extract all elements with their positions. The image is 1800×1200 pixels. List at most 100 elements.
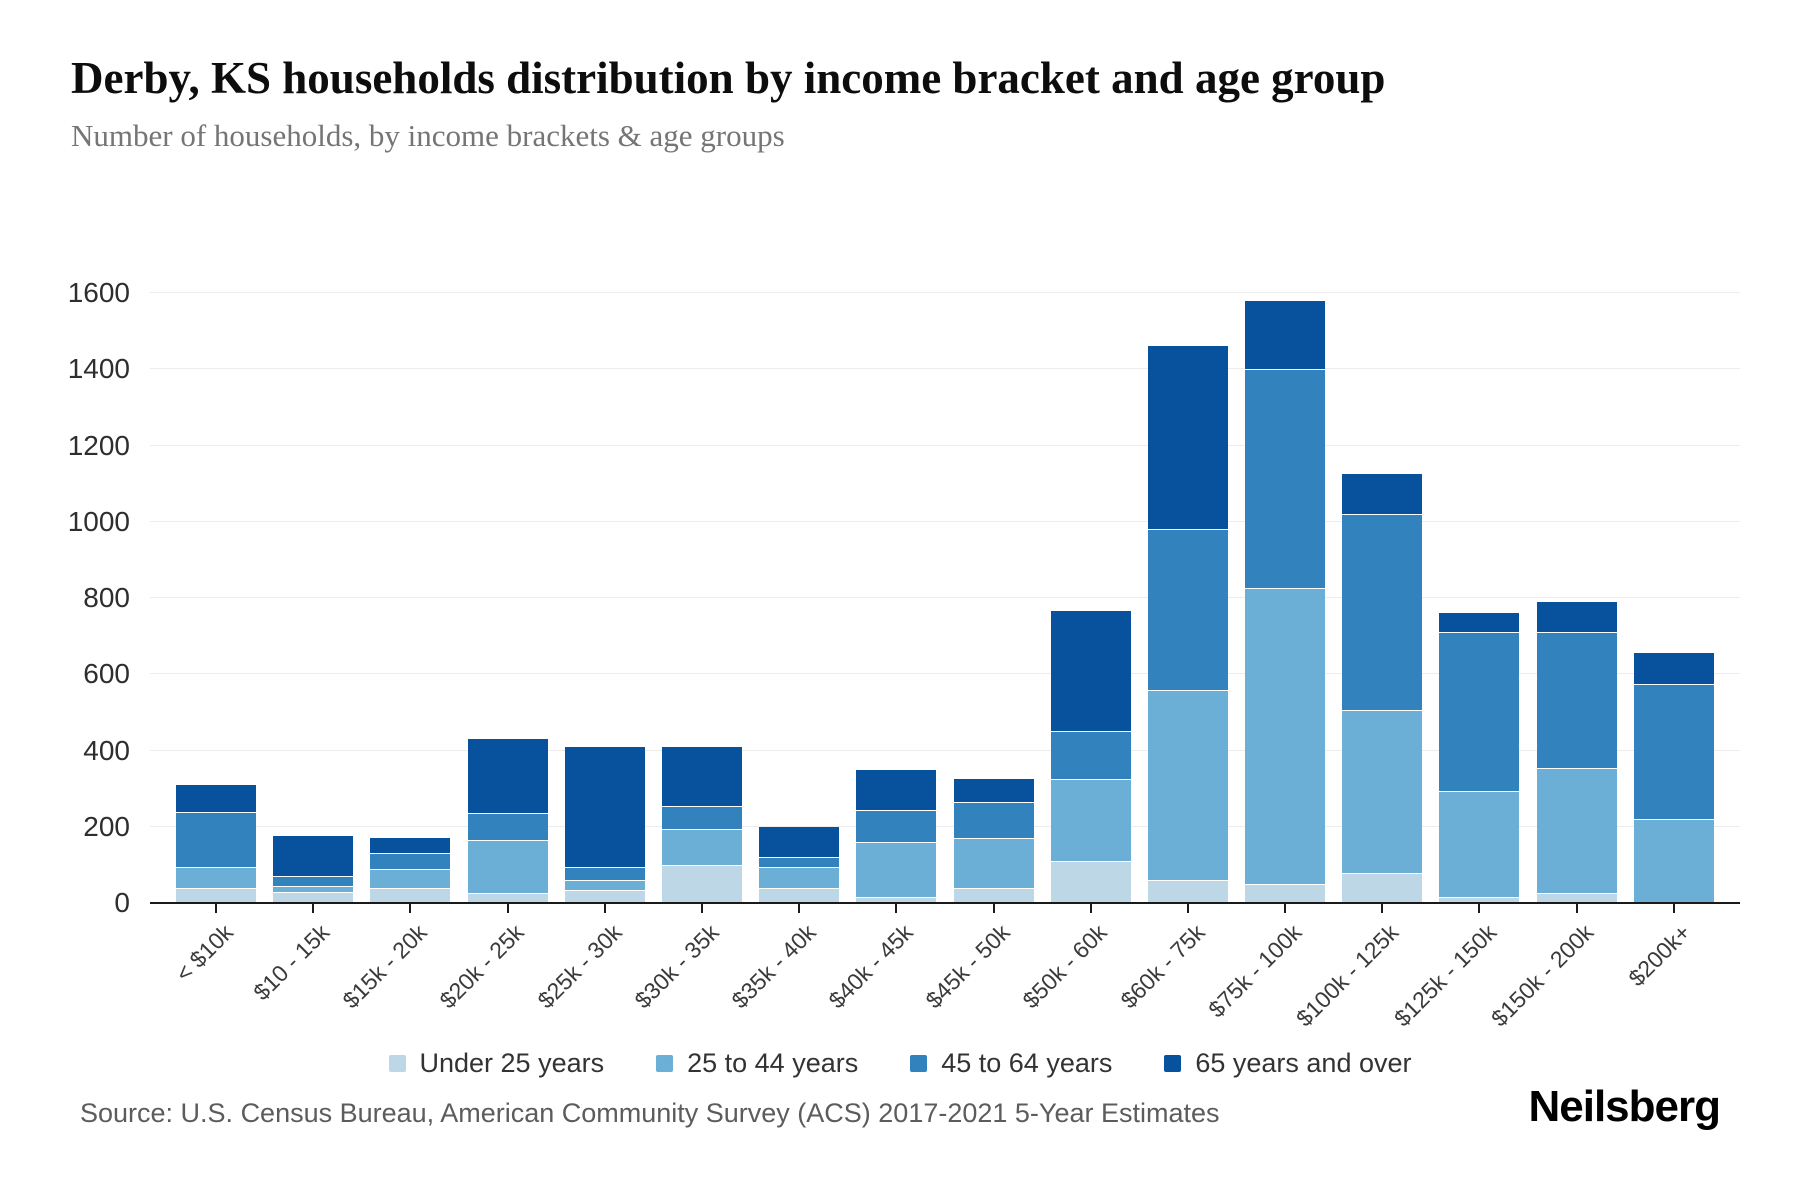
segment-65-years-and-over <box>273 836 354 877</box>
segment-45-to-64-years <box>467 813 548 841</box>
segment-under-25-years <box>759 887 840 903</box>
segment-25-to-44-years <box>370 868 451 888</box>
segment-25-to-44-years <box>1536 767 1617 894</box>
bar-125k-150k: $125k - 150k <box>1389 250 1520 1031</box>
segment-under-25-years <box>1536 893 1617 903</box>
gridline-1600 <box>150 292 1740 293</box>
x-tick-label: < $10k <box>169 919 238 987</box>
x-tick <box>1284 904 1287 913</box>
bar-15k-20k: $15k - 20k <box>338 250 451 1013</box>
bar-100k-125k: $100k - 125k <box>1291 250 1423 1031</box>
segment-25-to-44-years <box>1633 819 1714 903</box>
segment-25-to-44-years <box>661 828 742 865</box>
x-tick-label: $125k - 150k <box>1388 919 1502 1032</box>
y-tick-label: 800 <box>83 582 130 613</box>
x-tick <box>506 904 509 913</box>
segment-25-to-44-years <box>953 838 1034 888</box>
legend-item-65-years-and-over: 65 years and over <box>1164 1048 1412 1079</box>
bar-50k-60k: $50k - 60k <box>1018 250 1131 1013</box>
segment-25-to-44-years <box>856 842 937 898</box>
segment-under-25-years <box>953 887 1034 903</box>
x-tick-label: $200k+ <box>1623 919 1696 992</box>
x-tick-label: $20k - 25k <box>434 919 530 1014</box>
legend-swatch <box>1164 1055 1182 1072</box>
segment-under-25-years <box>661 864 742 903</box>
x-tick <box>1381 904 1384 913</box>
legend-item-45-to-64-years: 45 to 64 years <box>910 1048 1112 1079</box>
segment-65-years-and-over <box>1050 611 1131 732</box>
x-tick <box>409 904 412 913</box>
x-tick <box>215 904 217 913</box>
segment-65-years-and-over <box>370 838 451 854</box>
segment-65-years-and-over <box>1633 653 1714 684</box>
gridline-600 <box>150 673 1740 675</box>
segment-45-to-64-years <box>564 866 645 881</box>
segment-25-to-44-years <box>1147 689 1228 881</box>
gridline-1400 <box>150 368 1740 370</box>
x-tick-label: $45k - 50k <box>920 919 1016 1014</box>
x-tick <box>895 904 898 913</box>
x-tick-label: $50k - 60k <box>1017 919 1113 1014</box>
segment-45-to-64-years <box>1633 683 1714 820</box>
x-tick-label: $75k - 100k <box>1203 919 1307 1023</box>
segment-25-to-44-years <box>1245 588 1326 884</box>
segment-65-years-and-over <box>1147 346 1228 530</box>
segment-25-to-44-years <box>1342 710 1423 873</box>
segment-45-to-64-years <box>856 809 937 842</box>
segment-65-years-and-over <box>176 784 256 812</box>
x-tick-label: $40k - 45k <box>823 919 918 1014</box>
segment-65-years-and-over <box>1439 613 1520 633</box>
segment-45-to-64-years <box>273 876 354 886</box>
legend-swatch <box>388 1055 406 1072</box>
gridline-400 <box>150 749 1740 751</box>
x-tick-label: $60k - 75k <box>1115 919 1210 1014</box>
segment-under-25-years <box>1245 883 1326 903</box>
bars-container: < $10k $10 - 15k $15k - 20k $20k - 25k $25k … <box>150 250 1740 1031</box>
bar-10-15k: $10 - 15k <box>249 250 354 1005</box>
y-tick-label: 1400 <box>67 353 130 385</box>
segment-25-to-44-years <box>176 866 256 888</box>
segment-65-years-and-over <box>1245 300 1326 370</box>
legend-item-25-to-44-years: 25 to 44 years <box>656 1048 858 1079</box>
bar-30k-35k: $30k - 35k <box>629 250 742 1013</box>
plot-area: 0 200 400 600 800 1000 1200 1400 1600 < $10k $10 … <box>68 250 1740 1031</box>
bar-20k-25k: $20k - 25k <box>435 250 548 1013</box>
segment-45-to-64-years <box>1147 529 1228 690</box>
segment-65-years-and-over <box>1342 474 1423 515</box>
x-tick-label: $25k - 30k <box>532 919 627 1014</box>
bar-45k-50k: $45k - 50k <box>921 250 1034 1013</box>
segment-45-to-64-years <box>176 811 256 867</box>
gridline-800 <box>150 597 1740 598</box>
segment-under-25-years <box>467 893 548 903</box>
y-tick-label: 200 <box>83 810 130 842</box>
x-tick <box>1575 904 1578 913</box>
legend: Under 25 years 25 to 44 years 45 to 64 yea… <box>80 1048 1720 1079</box>
segment-65-years-and-over <box>661 746 742 806</box>
segment-under-25-years <box>856 897 937 903</box>
y-tick-label: 1000 <box>67 505 130 537</box>
x-tick-label: $15k - 20k <box>337 919 432 1014</box>
bar-25k-30k: $25k - 30k <box>532 250 645 1013</box>
bar-200k: $200k+ <box>1623 250 1714 991</box>
x-tick-label: $30k - 35k <box>629 919 724 1014</box>
y-tick-label: 1600 <box>67 277 130 308</box>
x-tick <box>1089 904 1092 913</box>
segment-25-to-44-years <box>564 880 645 890</box>
gridline-1200 <box>150 444 1740 446</box>
gridline-200 <box>150 825 1740 827</box>
bar-150k-200k: $150k - 200k <box>1486 250 1617 1031</box>
x-tick <box>1186 904 1189 913</box>
segment-25-to-44-years <box>1439 790 1520 898</box>
bar-75k-100k: $75k - 100k <box>1203 250 1326 1022</box>
bar-60k-75k: $60k - 75k <box>1115 250 1228 1013</box>
segment-65-years-and-over <box>564 746 645 867</box>
x-tick <box>1478 904 1481 913</box>
segment-under-25-years <box>1147 880 1228 903</box>
segment-45-to-64-years <box>661 805 742 829</box>
segment-45-to-64-years <box>1050 731 1131 780</box>
legend-label: 45 to 64 years <box>941 1048 1113 1078</box>
legend-item-under-25-years: Under 25 years <box>388 1048 604 1079</box>
gridline-1000 <box>150 520 1740 522</box>
segment-under-25-years <box>564 889 645 903</box>
